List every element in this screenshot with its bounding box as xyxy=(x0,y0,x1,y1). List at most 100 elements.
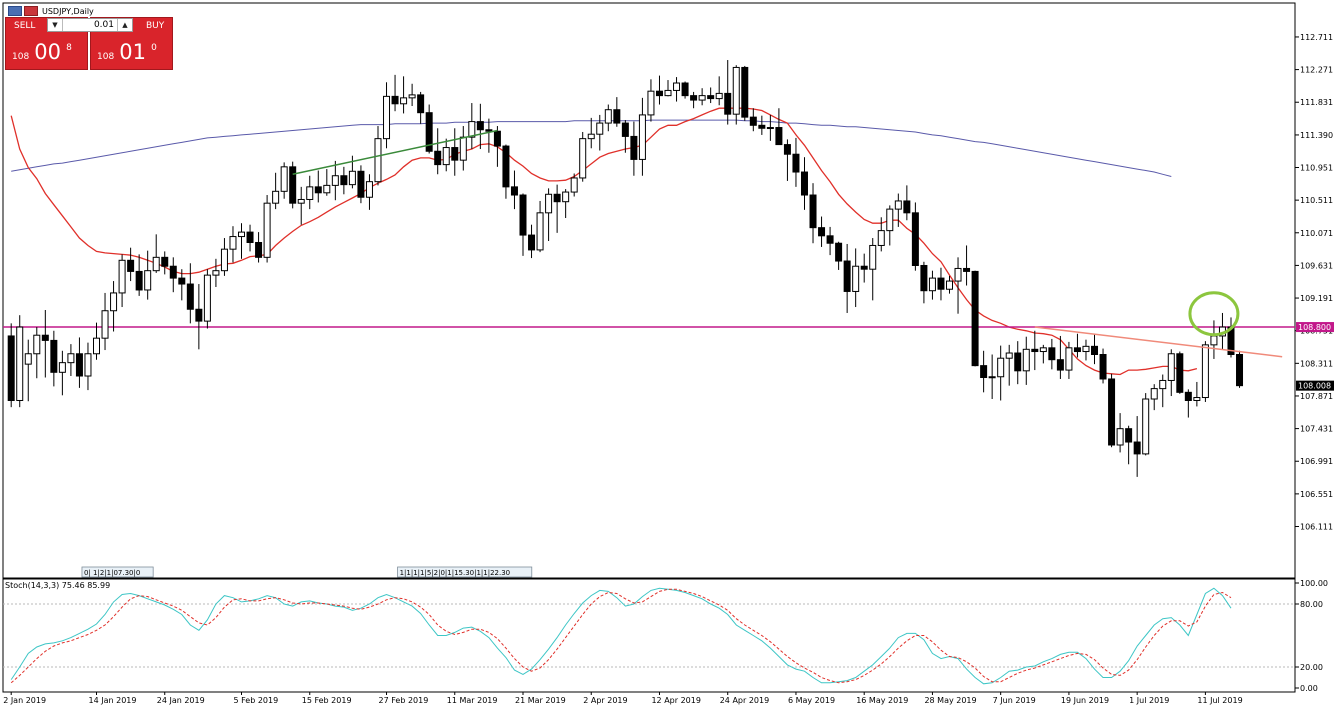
candle-body xyxy=(306,186,314,200)
candle xyxy=(110,281,118,332)
candle xyxy=(698,88,706,106)
stochastic-main-line xyxy=(10,587,1232,685)
candle-body xyxy=(553,193,561,203)
candle xyxy=(101,292,109,351)
lot-dropdown-arrow-icon[interactable]: ▼ xyxy=(48,19,63,31)
candle-body xyxy=(314,186,322,194)
candle xyxy=(400,76,408,114)
price-axis-label: 107.431 xyxy=(1300,425,1333,434)
candle-body xyxy=(348,170,356,186)
price-axis-label: 112.711 xyxy=(1300,33,1333,42)
timestamp-box-text: 0| 1|2|1|07.30|0 xyxy=(84,569,140,577)
candle xyxy=(340,166,348,195)
candle xyxy=(1082,339,1090,361)
candle xyxy=(835,241,843,270)
lot-up-arrow-icon[interactable]: ▲ xyxy=(117,19,132,31)
candle-body xyxy=(732,66,740,115)
candle xyxy=(758,115,766,135)
candle-body xyxy=(24,353,32,365)
candle-body xyxy=(75,353,83,377)
price-axis-label: 111.831 xyxy=(1300,98,1333,107)
candle-body xyxy=(545,193,553,214)
candle xyxy=(1091,334,1099,365)
buy-price: 108 01 0 xyxy=(97,40,157,64)
candle xyxy=(510,170,518,210)
candle xyxy=(297,186,305,225)
candle-body xyxy=(263,202,271,258)
candle xyxy=(41,309,49,378)
price-axis-label: 109.631 xyxy=(1300,261,1333,270)
candle xyxy=(749,108,757,132)
candle xyxy=(1073,333,1081,358)
candle xyxy=(84,342,92,391)
candle xyxy=(911,202,919,271)
candle-body xyxy=(519,194,527,236)
candle-body xyxy=(707,95,715,100)
candle xyxy=(75,337,83,388)
candle-body xyxy=(1116,428,1124,446)
candle xyxy=(536,200,544,253)
candle xyxy=(1125,425,1133,465)
candle-body xyxy=(1210,335,1218,346)
candle-body xyxy=(485,129,493,132)
candle-body xyxy=(357,170,365,198)
candle-body xyxy=(152,256,160,272)
candle xyxy=(545,188,553,242)
candle xyxy=(1031,330,1039,371)
candle-body xyxy=(1201,344,1209,399)
candle-body xyxy=(724,92,732,115)
candle-body xyxy=(911,212,919,266)
candle-body xyxy=(7,335,15,401)
timestamp-box-text: 1|1|1|1|5|2|0|1|15.30|1|1|22.30 xyxy=(400,569,511,577)
candle-body xyxy=(681,82,689,97)
stochastic-axis-label: 80.00 xyxy=(1300,600,1323,609)
lot-size-input[interactable]: ▼ 0.01 ▲ xyxy=(47,18,133,32)
candle xyxy=(886,205,894,246)
candle xyxy=(93,322,100,360)
candle-body xyxy=(442,147,450,166)
candle xyxy=(289,161,297,209)
time-axis-label: 6 May 2019 xyxy=(788,696,835,705)
candle-body xyxy=(425,112,433,152)
candle xyxy=(775,108,783,146)
timestamp-box-frame xyxy=(397,566,533,578)
candle xyxy=(690,91,698,109)
candle xyxy=(1056,335,1064,379)
candle xyxy=(67,344,75,377)
candle-body xyxy=(570,177,578,193)
highlight-circle xyxy=(1188,291,1240,337)
candle-body xyxy=(297,198,305,204)
candle-body xyxy=(1056,359,1064,371)
chart-window-icon xyxy=(8,6,22,16)
candle-body xyxy=(715,92,723,100)
candle xyxy=(587,117,595,149)
candle-body xyxy=(289,166,297,204)
candle xyxy=(920,261,928,304)
candle xyxy=(1236,350,1244,388)
candle-body xyxy=(1039,347,1047,353)
candle-body xyxy=(272,190,280,204)
candle-body xyxy=(1065,347,1073,371)
timestamp-box: 0| 1|2|1|07.30|0 xyxy=(81,566,154,578)
candle-body xyxy=(58,362,66,373)
candle-body xyxy=(67,353,75,364)
candle xyxy=(1133,416,1141,477)
candle-body xyxy=(161,256,169,267)
candle xyxy=(980,350,988,393)
trendline xyxy=(1034,326,1283,358)
candle xyxy=(238,223,246,259)
candle xyxy=(579,131,587,182)
time-axis-label: 19 Jun 2019 xyxy=(1061,696,1109,705)
candle-body xyxy=(510,186,518,196)
time-axis-label: 24 Jan 2019 xyxy=(157,696,205,705)
candle xyxy=(630,121,638,176)
candle-body xyxy=(1150,388,1158,400)
candle-body xyxy=(1108,378,1116,446)
candle xyxy=(417,91,425,124)
candle xyxy=(732,65,740,125)
candle-body xyxy=(937,277,945,290)
candle-body xyxy=(255,241,263,258)
candle xyxy=(800,157,808,210)
